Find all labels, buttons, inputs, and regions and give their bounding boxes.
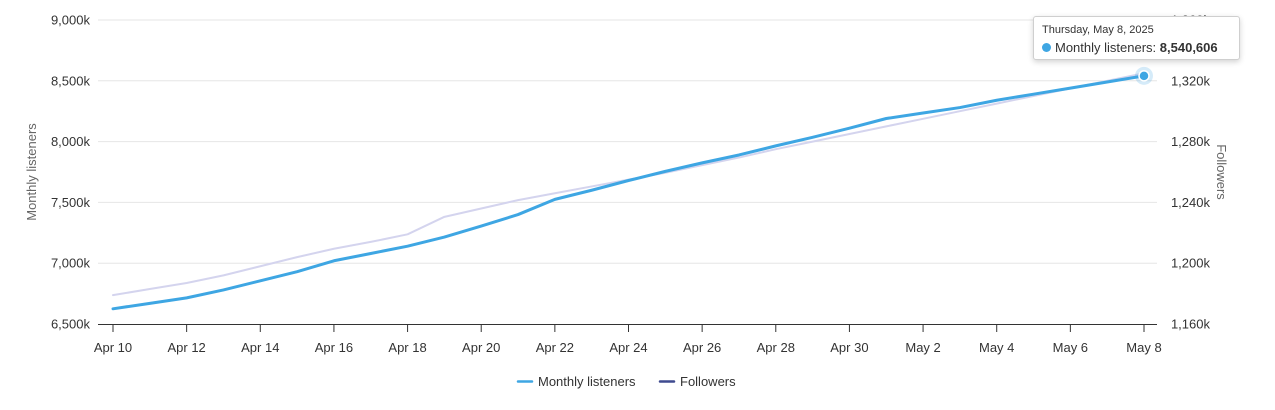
axis-layer: 6,500k 7,000k 7,500k 8,000k 8,500k 9,000k 1,16… (51, 13, 1211, 356)
tooltip-series-marker (1042, 43, 1051, 52)
y-axis-right-title: Followers (1214, 144, 1229, 200)
x-tick-label: Apr 10 (94, 340, 132, 355)
x-tick-label: Apr 20 (462, 340, 500, 355)
tooltip-row: Monthly listeners: 8,540,606 (1042, 40, 1231, 56)
y-axis-left-title: Monthly listeners (24, 123, 39, 221)
x-tick-label: Apr 22 (536, 340, 574, 355)
y-right-tick-label: 1,200k (1171, 256, 1211, 271)
y-left-tick-label: 6,500k (51, 317, 91, 332)
x-tick-label: May 6 (1053, 340, 1088, 355)
series-line-monthly-listeners (111, 74, 1146, 311)
legend-label: Followers (680, 374, 736, 389)
y-left-tick-label: 7,500k (51, 195, 91, 210)
legend-item-followers[interactable]: Followers (658, 374, 736, 389)
x-tick-label: Apr 18 (388, 340, 426, 355)
x-tick-label: May 4 (979, 340, 1014, 355)
y-right-tick-label: 1,240k (1171, 195, 1211, 210)
x-tick-label: Apr 14 (241, 340, 279, 355)
grid-layer (98, 19, 1157, 264)
tooltip-value: 8,540,606 (1159, 40, 1218, 55)
tooltip-series-label: Monthly listeners: (1055, 40, 1157, 55)
y-right-tick-label: 1,160k (1171, 317, 1211, 332)
legend-label: Monthly listeners (538, 374, 636, 389)
x-tick-label: Apr 26 (683, 340, 721, 355)
y-left-tick-label: 8,000k (51, 134, 91, 149)
legend-item-monthly-listeners[interactable]: Monthly listeners (516, 374, 636, 389)
tooltip: Thursday, May 8, 2025 Monthly listeners:… (1033, 16, 1240, 60)
y-left-tick-label: 9,000k (51, 13, 91, 28)
x-tick-label: Apr 30 (830, 340, 868, 355)
tooltip-date: Thursday, May 8, 2025 (1042, 24, 1154, 36)
series-layer (111, 66, 1153, 311)
y-left-tick-label: 8,500k (51, 73, 91, 88)
hover-point[interactable] (1138, 70, 1150, 82)
x-tick-label: Apr 24 (609, 340, 647, 355)
x-tick-label: May 2 (905, 340, 940, 355)
x-tick-label: Apr 12 (167, 340, 205, 355)
y-left-tick-label: 7,000k (51, 256, 91, 271)
legend[interactable]: Monthly listeners Followers (516, 374, 736, 389)
y-right-tick-label: 1,280k (1171, 134, 1211, 149)
series-line-followers (112, 72, 1145, 297)
x-tick-label: May 8 (1126, 340, 1161, 355)
x-tick-label: Apr 16 (315, 340, 353, 355)
x-tick-label: Apr 28 (757, 340, 795, 355)
y-right-tick-label: 1,320k (1171, 73, 1211, 88)
